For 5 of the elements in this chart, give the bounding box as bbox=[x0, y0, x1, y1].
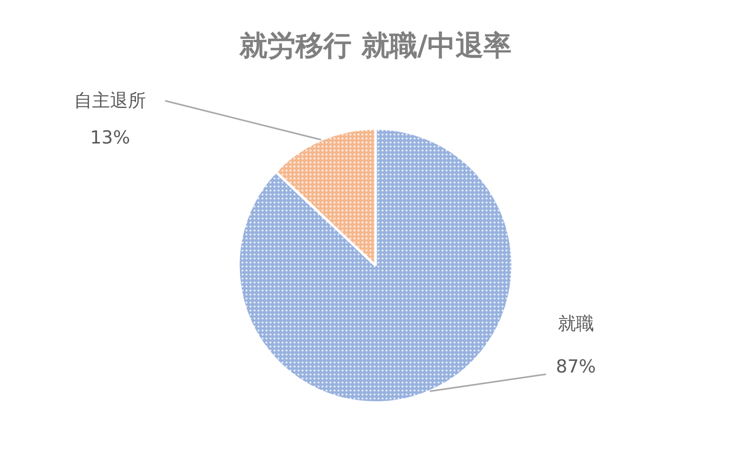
slice-label: 就職 bbox=[558, 314, 594, 335]
data-label: 87% bbox=[556, 356, 596, 378]
data-label: 13% bbox=[90, 127, 130, 148]
chart-title: 就労移行 就職/中退率 bbox=[238, 29, 512, 62]
slice-label: 自主退所 bbox=[74, 90, 146, 112]
